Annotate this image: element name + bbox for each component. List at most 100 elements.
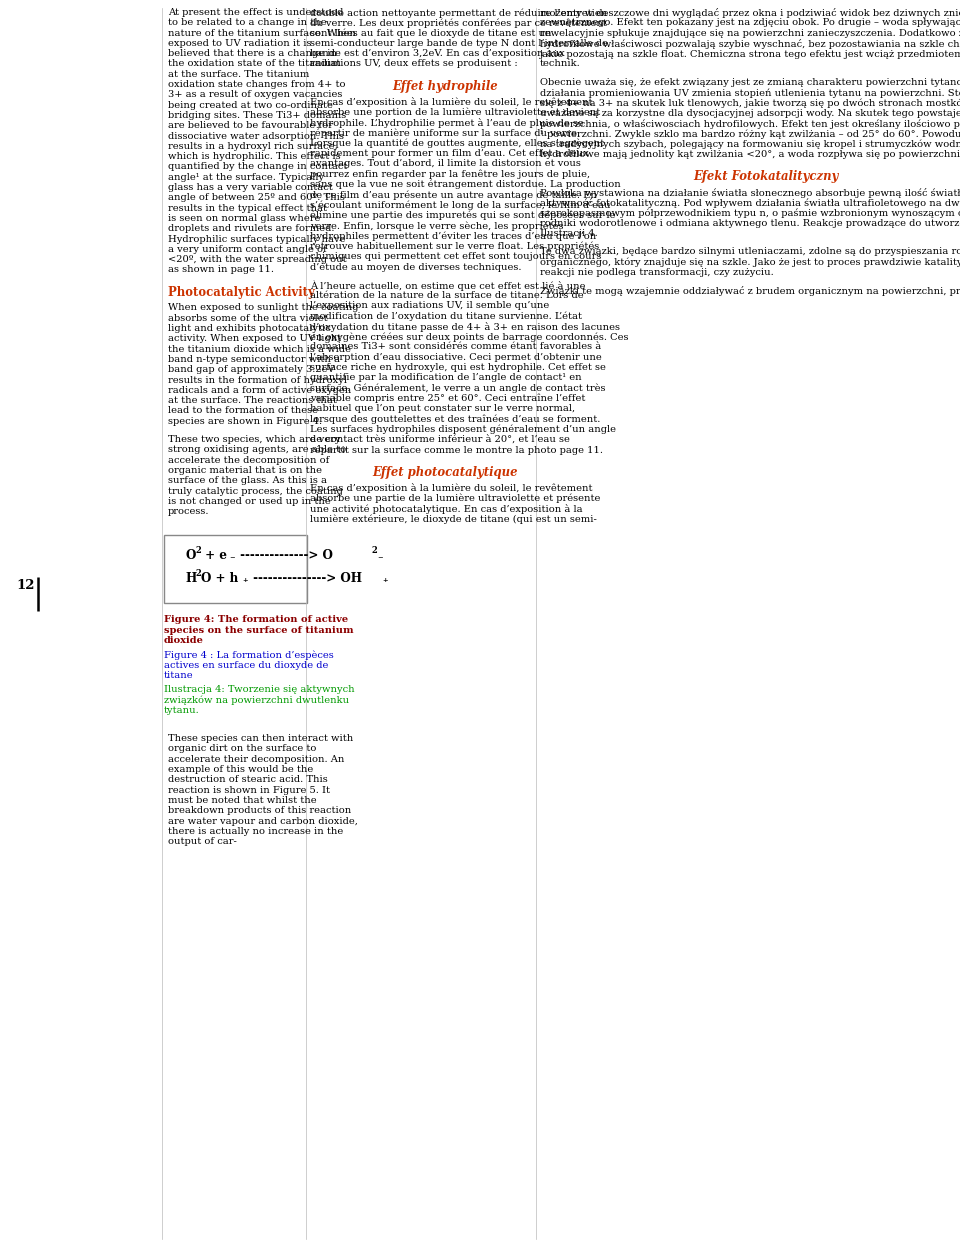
Text: aktywność fotokatalityczną. Pod wpływem działania światła ultrafioletowego na dw: aktywność fotokatalityczną. Pod wpływem … bbox=[540, 198, 960, 208]
Text: quantified by the change in contact: quantified by the change in contact bbox=[168, 162, 348, 171]
Text: radicals and a form of active oxygen: radicals and a form of active oxygen bbox=[168, 387, 351, 395]
Text: Lorsque la quantité de gouttes augmente, elles s’agrègent: Lorsque la quantité de gouttes augmente,… bbox=[310, 138, 604, 149]
Text: ⁻: ⁻ bbox=[377, 554, 383, 565]
Text: is seen on normal glass where: is seen on normal glass where bbox=[168, 214, 321, 223]
Text: élimine une partie des impuretés qui se sont déposées sur le: élimine une partie des impuretés qui se … bbox=[310, 210, 615, 220]
Text: radiations UV, deux effets se produisent :: radiations UV, deux effets se produisent… bbox=[310, 59, 517, 68]
Text: répartir de manière uniforme sur la surface du verre.: répartir de manière uniforme sur la surf… bbox=[310, 128, 580, 138]
Text: absorbe une partie de la lumière ultraviolette et présente: absorbe une partie de la lumière ultravi… bbox=[310, 494, 600, 504]
Text: się z 4+ na 3+ na skutek luk tlenowych, jakie tworzą się po dwóch stronach mostk: się z 4+ na 3+ na skutek luk tlenowych, … bbox=[540, 98, 960, 108]
Text: szerokopasmowym półprzewodnikiem typu n, o paśmie wzbronionym wynoszącym ok. 3,2: szerokopasmowym półprzewodnikiem typu n,… bbox=[540, 209, 960, 218]
Text: Effet hydrophile: Effet hydrophile bbox=[392, 79, 497, 93]
Text: możemy w deszczowe dni wyglądać przez okna i podziwiać widok bez dziwnych znieks: możemy w deszczowe dni wyglądać przez ok… bbox=[540, 8, 960, 18]
Text: reakcji nie podlega transformacji, czy zużyciu.: reakcji nie podlega transformacji, czy z… bbox=[540, 268, 774, 277]
Text: domaines Ti3+ sont considérés comme étant favorables à: domaines Ti3+ sont considérés comme étan… bbox=[310, 342, 601, 351]
Text: absorbe une portion de la lumière ultraviolette et devient: absorbe une portion de la lumière ultrav… bbox=[310, 108, 600, 117]
Text: process.: process. bbox=[168, 507, 209, 516]
Text: oxidation state changes from 4+ to: oxidation state changes from 4+ to bbox=[168, 81, 346, 89]
Text: destruction of stearic acid. This: destruction of stearic acid. This bbox=[168, 776, 327, 784]
Text: angle of between 25º and 60º. This: angle of between 25º and 60º. This bbox=[168, 194, 345, 203]
Text: light and exhibits photocatalytic: light and exhibits photocatalytic bbox=[168, 324, 331, 334]
Text: de ce film d’eau présente un autre avantage de taille. En: de ce film d’eau présente un autre avant… bbox=[310, 190, 597, 200]
Text: répartit sur la surface comme le montre la photo page 11.: répartit sur la surface comme le montre … bbox=[310, 446, 603, 454]
Text: avantages. Tout d’abord, il limite la distorsion et vous: avantages. Tout d’abord, il limite la di… bbox=[310, 160, 581, 169]
Text: technik.: technik. bbox=[540, 59, 581, 68]
Text: example of this would be the: example of this would be the bbox=[168, 765, 313, 774]
Text: the titanium dioxide which is a wide: the titanium dioxide which is a wide bbox=[168, 345, 351, 354]
Text: nature of the titanium surface. When: nature of the titanium surface. When bbox=[168, 29, 356, 38]
Text: na tradycyjnych szybach, polegający na formowaniu się kropel i strumyczków wodny: na tradycyjnych szybach, polegający na f… bbox=[540, 140, 960, 149]
Text: hydrofilowe mają jednolity kąt zwilżania <20°, a woda rozpływa się po powierzchn: hydrofilowe mają jednolity kąt zwilżania… bbox=[540, 150, 960, 159]
Text: Związki te mogą wzajemnie oddziaływać z brudem organicznym na powierzchni, przys: Związki te mogą wzajemnie oddziaływać z … bbox=[540, 286, 960, 296]
Text: retrouve habituellement sur le verre float. Les propriétés: retrouve habituellement sur le verre flo… bbox=[310, 242, 599, 252]
Text: sont liées au fait que le dioxyde de titane est un: sont liées au fait que le dioxyde de tit… bbox=[310, 29, 551, 38]
Text: accelerate their decomposition. An: accelerate their decomposition. An bbox=[168, 755, 345, 764]
Text: there is actually no increase in the: there is actually no increase in the bbox=[168, 827, 344, 836]
Text: output of car-: output of car- bbox=[168, 837, 237, 846]
Text: the oxidation state of the titanium: the oxidation state of the titanium bbox=[168, 59, 341, 68]
Text: + e: + e bbox=[201, 549, 227, 563]
Text: surface of the glass. As this is a: surface of the glass. As this is a bbox=[168, 476, 327, 485]
Text: dissociative water adsorption. This: dissociative water adsorption. This bbox=[168, 132, 344, 141]
Text: accelerate the decomposition of: accelerate the decomposition of bbox=[168, 456, 329, 465]
Text: Figure 4 : La formation d’espèces: Figure 4 : La formation d’espèces bbox=[164, 651, 334, 660]
Text: chimiques qui permettent cet effet sont toujours en cours: chimiques qui permettent cet effet sont … bbox=[310, 252, 601, 261]
Text: ⁻: ⁻ bbox=[229, 554, 234, 565]
Text: dioxide: dioxide bbox=[164, 636, 204, 645]
Text: Effet photocatalytique: Effet photocatalytique bbox=[372, 466, 517, 478]
Text: absorbs some of the ultra violet: absorbs some of the ultra violet bbox=[168, 313, 327, 322]
Text: These species can then interact with: These species can then interact with bbox=[168, 734, 353, 743]
Text: sans que la vue ne soit étrangement distordue. La production: sans que la vue ne soit étrangement dist… bbox=[310, 180, 621, 189]
Text: tytanu.: tytanu. bbox=[164, 706, 200, 715]
Text: At present the effect is understood: At present the effect is understood bbox=[168, 8, 344, 18]
Text: powierzchnia, o właściwosciach hydrofilowych. Efekt ten jest określany ilościowo: powierzchnia, o właściwosciach hydrofilo… bbox=[540, 120, 960, 128]
Text: Hydrophilic surfaces typically have: Hydrophilic surfaces typically have bbox=[168, 234, 346, 243]
Text: are believed to be favourable for: are believed to be favourable for bbox=[168, 121, 333, 130]
Text: at the surface. The reactions that: at the surface. The reactions that bbox=[168, 397, 337, 405]
FancyBboxPatch shape bbox=[164, 535, 307, 603]
Text: À l’heure actuelle, on estime que cet effet est lié à une: À l’heure actuelle, on estime que cet ef… bbox=[310, 281, 586, 291]
Text: --------------> O: --------------> O bbox=[236, 549, 333, 563]
Text: surface riche en hydroxyle, qui est hydrophile. Cet effet se: surface riche en hydroxyle, qui est hydr… bbox=[310, 363, 606, 371]
Text: titane: titane bbox=[164, 671, 194, 680]
Text: species on the surface of titanium: species on the surface of titanium bbox=[164, 626, 353, 635]
Text: <20º, with the water spreading out: <20º, with the water spreading out bbox=[168, 256, 347, 264]
Text: zewnętrznego. Efekt ten pokazany jest na zdjęciu obok. Po drugie – woda spływają: zewnętrznego. Efekt ten pokazany jest na… bbox=[540, 19, 960, 28]
Text: lorsque des gouttelettes et des traînées d’eau se forment.: lorsque des gouttelettes et des traînées… bbox=[310, 414, 600, 424]
Text: une activité photocatalytique. En cas d’exposition à la: une activité photocatalytique. En cas d’… bbox=[310, 504, 583, 514]
Text: 2: 2 bbox=[196, 546, 202, 555]
Text: actives en surface du dioxyde de: actives en surface du dioxyde de bbox=[164, 661, 328, 670]
Text: results in the formation of hydroxyl: results in the formation of hydroxyl bbox=[168, 375, 347, 384]
Text: band n-type semiconductor with a: band n-type semiconductor with a bbox=[168, 355, 340, 364]
Text: ⁺: ⁺ bbox=[242, 577, 248, 588]
Text: quantifie par la modification de l’angle de contact¹ en: quantifie par la modification de l’angle… bbox=[310, 373, 582, 383]
Text: believed that there is a change in: believed that there is a change in bbox=[168, 49, 337, 58]
Text: breakdown products of this reaction: breakdown products of this reaction bbox=[168, 806, 351, 816]
Text: Te dwa związki, będące bardzo silnymi utleniaczami, zdolne są do przyspieszania : Te dwa związki, będące bardzo silnymi ut… bbox=[540, 247, 960, 257]
Text: double action nettoyante permettant de réduire l’entretien: double action nettoyante permettant de r… bbox=[310, 8, 608, 18]
Text: a very uniform contact angle of: a very uniform contact angle of bbox=[168, 246, 326, 254]
Text: hydrophiles permettent d’éviter les traces d’eau que l’on: hydrophiles permettent d’éviter les trac… bbox=[310, 232, 596, 240]
Text: glass has a very variable contact: glass has a very variable contact bbox=[168, 183, 333, 193]
Text: droplets and rivulets are formed.: droplets and rivulets are formed. bbox=[168, 224, 334, 233]
Text: ---------------> OH: ---------------> OH bbox=[249, 572, 362, 585]
Text: du verre. Les deux propriétés conférées par ce revêtement: du verre. Les deux propriétés conférées … bbox=[310, 19, 607, 28]
Text: ⁺: ⁺ bbox=[382, 577, 388, 588]
Text: lumière extérieure, le dioxyde de titane (qui est un semi-: lumière extérieure, le dioxyde de titane… bbox=[310, 514, 597, 524]
Text: jakie pozostają na szkle float. Chemiczna strona tego efektu jest wciąż przedmio: jakie pozostają na szkle float. Chemiczn… bbox=[540, 49, 960, 59]
Text: exposed to UV radiation it is: exposed to UV radiation it is bbox=[168, 39, 311, 48]
Text: rewelacyjnie spłukuje znajdujące się na powierzchni zanieczyszczenia. Dodatkowo : rewelacyjnie spłukuje znajdujące się na … bbox=[540, 29, 960, 38]
Text: Efekt Fotokatalityczny: Efekt Fotokatalityczny bbox=[693, 170, 838, 184]
Text: results in a hydroxyl rich surface,: results in a hydroxyl rich surface, bbox=[168, 142, 338, 151]
Text: is not changed or used up in the: is not changed or used up in the bbox=[168, 497, 331, 506]
Text: Figure 4: The formation of active: Figure 4: The formation of active bbox=[164, 616, 348, 624]
Text: l’exposition aux radiations UV, il semble qu’une: l’exposition aux radiations UV, il sembl… bbox=[310, 301, 549, 310]
Text: at the surface. The titanium: at the surface. The titanium bbox=[168, 69, 309, 79]
Text: działania promieniowania UV zmienia stopień utlenienia tytanu na powierzchni. St: działania promieniowania UV zmienia stop… bbox=[540, 88, 960, 98]
Text: d’oxydation du titane passe de 4+ à 3+ en raison des lacunes: d’oxydation du titane passe de 4+ à 3+ e… bbox=[310, 322, 620, 331]
Text: Obecnie uważa się, że efekt związany jest ze zmianą charakteru powierzchni tytan: Obecnie uważa się, że efekt związany jes… bbox=[540, 78, 960, 87]
Text: results in the typical effect that: results in the typical effect that bbox=[168, 204, 327, 213]
Text: rapidement pour former un film d’eau. Cet effet a deux: rapidement pour former un film d’eau. Ce… bbox=[310, 149, 588, 157]
Text: en oxygène créées sur deux points de barrage coordonnés. Ces: en oxygène créées sur deux points de bar… bbox=[310, 332, 629, 341]
Text: organicznego, który znajduje się na szkle. Jako że jest to proces prawdziwie kat: organicznego, który znajduje się na szkl… bbox=[540, 258, 960, 267]
